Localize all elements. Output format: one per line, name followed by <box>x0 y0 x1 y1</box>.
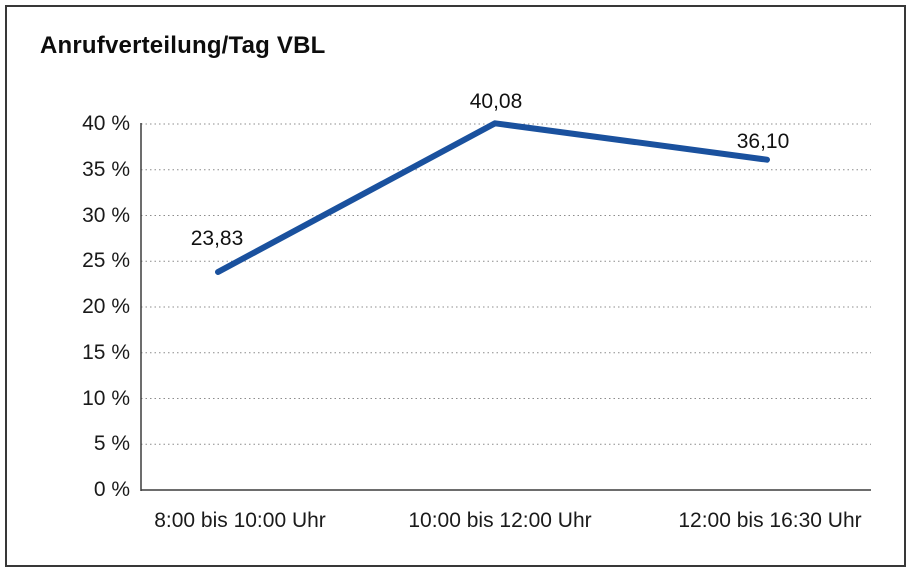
y-tick-label: 20 % <box>82 295 130 318</box>
y-tick-label: 5 % <box>93 432 130 456</box>
x-tick-label: 10:00 bis 12:00 Uhr <box>408 509 592 532</box>
y-tick-label: 40 % <box>82 112 130 135</box>
y-tick-label: 30 % <box>82 203 130 227</box>
y-tick-label: 0 % <box>93 478 130 501</box>
y-tick-label: 15 % <box>82 340 130 364</box>
y-tick-label: 25 % <box>82 249 130 273</box>
y-tick-label: 10 % <box>82 386 130 410</box>
x-tick-label: 12:00 bis 16:30 Uhr <box>678 509 862 532</box>
chart-frame <box>5 5 906 567</box>
chart-title: Anrufverteilung/Tag VBL <box>40 32 326 59</box>
series-line <box>215 120 770 275</box>
y-tick-label: 35 % <box>82 157 130 181</box>
data-label: 40,08 <box>469 90 523 114</box>
x-tick-label: 8:00 bis 10:00 Uhr <box>154 509 326 532</box>
data-label: 23,83 <box>190 226 244 250</box>
data-label: 36,10 <box>736 129 790 153</box>
